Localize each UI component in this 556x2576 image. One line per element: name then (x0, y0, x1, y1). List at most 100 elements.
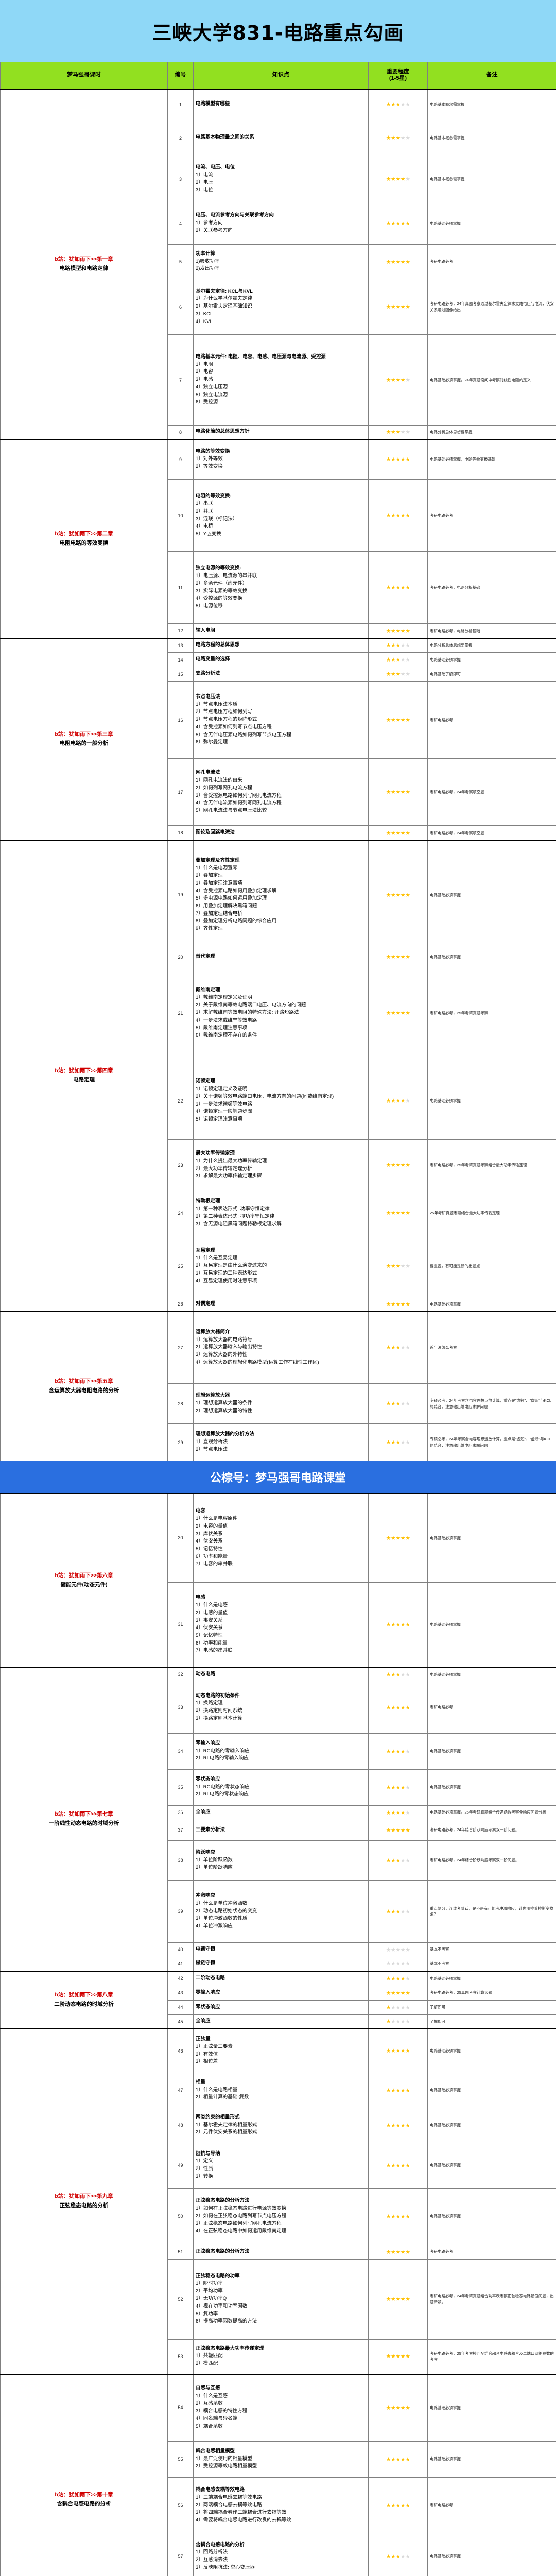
importance-rating: ★★★★★ (368, 1805, 428, 1820)
star-icon: ★ (400, 1990, 406, 1996)
star-icon: ★ (386, 1621, 391, 1628)
star-icon: ★ (390, 135, 396, 141)
note-cell: 电路基本概念需掌握 (427, 120, 556, 156)
chapter-title-label: 电阻电路的一般分析 (59, 740, 109, 747)
chapter-title-label: 二阶动态电路的时域分析 (54, 2001, 114, 2007)
star-icon: ★ (400, 1401, 406, 1407)
point-cell: 正弦稳态电路的功率 1）瞬时功率 2）平均功率 3）无功功率Q 4）视在功率和功率因数 5… (193, 2259, 369, 2340)
note-cell: 考研电路必考，25年考研真题考察 (427, 964, 556, 1062)
table-row: 10 电阻的等效变换: 1）串联 2）并联 3）混联（标记法） 4）电桥 5）Y-△变换 ★★… (1, 479, 556, 552)
star-icon: ★ (386, 2213, 391, 2220)
table-row: 7 电路基本元件: 电阻、电容、电感、电压源与电流源、受控源 1）电阻 2）电容 3）电… (1, 334, 556, 426)
star-icon: ★ (395, 513, 401, 519)
note-cell: 25年考研真题考察结合最大功率传输定理 (427, 1191, 556, 1235)
point-sub-item: 1）共轭匹配 (196, 2353, 223, 2359)
table-row: 16 节点电压法 1）节点电压法本质 2）节点电压方程如何列写 3）节点电压方程的矩阵形… (1, 681, 556, 759)
star-icon: ★ (395, 1975, 401, 1982)
row-number: 36 (167, 1805, 194, 1820)
star-icon: ★ (400, 2213, 406, 2220)
star-icon: ★ (405, 1345, 410, 1351)
point-heading: 零输入响应 (196, 1740, 220, 1746)
star-icon: ★ (400, 176, 406, 182)
point-sub-item: 6）受控源 (196, 399, 218, 405)
point-cell: 冲激响应 1）什么是单位冲激函数 2）动态电路初始状态的突变 3）单位冲激函数的性质 4… (193, 1880, 369, 1943)
star-icon: ★ (400, 1535, 406, 1541)
table-row: b站：犹如雨下>>第四章 电路定理 19 叠加定理及齐性定理 1）什么是电源置零 2）叠加… (0, 839, 556, 1312)
table-row: 17 网孔电流法 1）网孔电流法的由来 2）如何列写网孔电流方程 3）含受控源电路如何列… (1, 758, 556, 826)
point-sub-item: 5）独立电流源 (196, 392, 228, 398)
row-number: 46 (167, 2028, 194, 2073)
point-sub-item: 3）求解最大功率传输定理步骤 (196, 1173, 262, 1179)
note-cell: 了解即可 (427, 1999, 556, 2015)
star-icon: ★ (400, 429, 406, 436)
row-number: 31 (167, 1582, 194, 1668)
point-heading: 相量 (196, 2079, 206, 2085)
point-cell: 电路方程的总体思想 (193, 637, 369, 653)
chapter-cell: b站：犹如雨下>>第七章 一阶线性动态电路的时域分析 (0, 1667, 168, 1972)
point-sub-item: 3）一步法求诺顿等效电路 (196, 1101, 252, 1107)
point-sub-item: 1）三端耦合电感去耦等效电路 (196, 2494, 262, 2500)
point-sub-item: 2）受控源等效电路相量模型 (196, 2463, 257, 2469)
star-icon: ★ (400, 135, 406, 141)
star-icon: ★ (395, 1784, 401, 1791)
importance-rating: ★★★★★ (368, 839, 428, 950)
row-number: 42 (167, 1971, 194, 1986)
point-cell: 三要素分析法 (193, 1819, 369, 1841)
importance-rating: ★★★★★ (368, 88, 428, 120)
star-icon: ★ (390, 1439, 396, 1446)
star-icon: ★ (386, 2019, 391, 2025)
row-number: 30 (167, 1493, 194, 1583)
row-number: 14 (167, 652, 194, 667)
star-icon: ★ (405, 429, 410, 436)
point-sub-item: 2）第二种表达形式: 拟功率守恒定律 (196, 1213, 275, 1219)
point-heading: 电流、电压、电位 (196, 164, 235, 171)
importance-rating: ★★★★★ (368, 1493, 428, 1583)
point-cell: 正弦量 1）正弦量三要素 2）有效值 3）相位差 (193, 2028, 369, 2073)
importance-rating: ★★★★★ (368, 2028, 428, 2073)
star-icon: ★ (390, 1301, 396, 1308)
point-cell: 对偶定理 (193, 1297, 369, 1312)
point-sub-item: 3）含无源电阻黑箱问题特勒根定理求解 (196, 1221, 282, 1227)
importance-rating: ★★★★★ (368, 1769, 428, 1806)
table-row: 28 理想运算放大器 1）理想运算放大器的条件 2）理想运算放大器的特性 ★★★★★ 专硕… (1, 1383, 556, 1424)
point-sub-item: 5）电源位移 (196, 603, 223, 609)
star-icon: ★ (386, 1535, 391, 1541)
point-sub-item: 3）耦合电感的特性方程 (196, 2408, 248, 2414)
star-icon: ★ (395, 1263, 401, 1269)
row-number: 13 (167, 637, 194, 653)
star-icon: ★ (400, 2087, 406, 2094)
star-icon: ★ (386, 176, 391, 182)
table-row: 35 零状态响应 1）RC电路的零状态响应 2）RL电路的零状态响应 ★★★★★ 电路基础… (1, 1769, 556, 1806)
star-icon: ★ (405, 628, 410, 634)
star-icon: ★ (400, 2019, 406, 2025)
star-icon: ★ (390, 429, 396, 436)
chapter-cell: b站：犹如雨下>>第六章 储能元件(动态元件) (0, 1493, 168, 1668)
point-sub-item: 1）参考方向 (196, 220, 223, 226)
star-icon: ★ (390, 1671, 396, 1678)
point-sub-item: 2）如何列写网孔电流方程 (196, 785, 252, 791)
point-sub-item: 4）含受控源电路如何用叠加定理求解 (196, 888, 277, 894)
point-sub-item: 5）戴维南定理注意事项 (196, 1025, 248, 1031)
star-icon: ★ (386, 892, 391, 899)
point-heading: 最大功率传输定理 (196, 1150, 235, 1157)
importance-rating: ★★★★★ (368, 2374, 428, 2442)
star-icon: ★ (400, 1704, 406, 1711)
note-cell: 电路基础必须掌握 (427, 950, 556, 964)
col-header-note: 备注 (427, 62, 556, 89)
row-number: 38 (167, 1840, 194, 1881)
star-icon: ★ (390, 628, 396, 634)
star-icon: ★ (405, 2553, 410, 2560)
star-icon: ★ (386, 1827, 391, 1834)
table-row: b站：犹如雨下>>第五章 含运算放大器电阻电路的分析 27 运算放大器简介 1）运算放大… (0, 1311, 556, 1461)
point-heading: 动态电路的初始条件 (196, 1692, 240, 1699)
point-heading: 阶跃响应 (196, 1849, 216, 1855)
star-icon: ★ (400, 456, 406, 463)
point-heading: 自感与互感 (196, 2385, 220, 2392)
star-icon: ★ (405, 717, 410, 723)
chapter-title-label: 储能元件(动态元件) (60, 1581, 108, 1588)
note-cell: 电路基础必须掌握 (427, 1582, 556, 1668)
chapter-cell: b站：犹如雨下>>第四章 电路定理 (0, 839, 168, 1312)
table-row: 45 全响应 ★★★★★ 了解即可 (1, 2014, 556, 2029)
star-icon: ★ (405, 2296, 410, 2302)
note-cell: 考研电路必考 (427, 2477, 556, 2534)
